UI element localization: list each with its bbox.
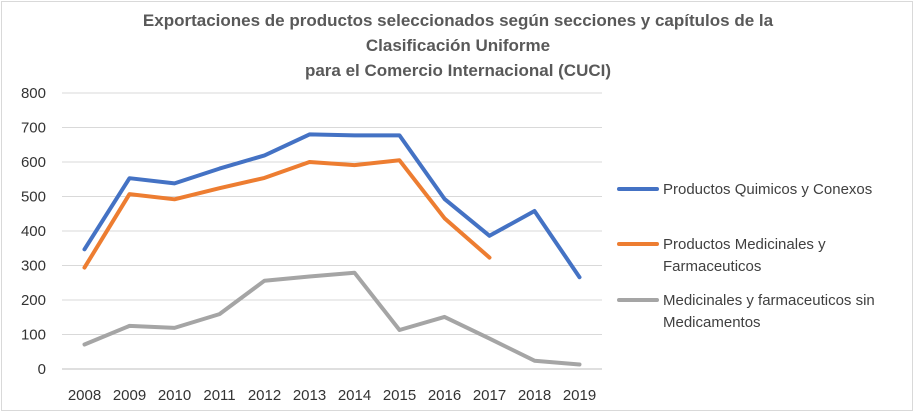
x-tick-label: 2018 [518,387,551,404]
chart-title-line-3: para el Comercio Internacional (CUCI) [305,61,611,80]
x-tick-label: 2008 [68,387,101,404]
legend: Productos Quimicos y Conexos Productos Me… [617,181,875,331]
x-tick-label: 2009 [113,387,146,404]
x-tick-label: 2011 [203,387,235,404]
y-tick-label: 600 [21,154,46,171]
y-tick-label: 100 [21,327,46,344]
chart-title-line-2: Clasificación Uniforme [366,36,550,55]
y-tick-label: 500 [21,189,46,206]
series-line-1 [82,132,582,280]
legend-label: Medicinales y farmaceuticos sin [663,292,875,309]
y-tick-label: 800 [21,85,46,102]
y-tick-label: 200 [21,292,46,309]
series-line-2 [82,158,492,270]
x-tick-label: 2015 [383,387,416,404]
legend-label: Productos Quimicos y Conexos [663,181,872,198]
y-axis-tick-labels: 0 100 200 300 400 500 600 700 800 [21,85,46,378]
legend-label: Productos Medicinales y [663,236,826,253]
legend-label: Medicamentos [663,314,761,331]
x-tick-label: 2016 [428,387,461,404]
x-tick-label: 2012 [248,387,281,404]
y-tick-label: 700 [21,120,46,137]
x-tick-label: 2019 [563,387,596,404]
x-tick-label: 2017 [473,387,506,404]
x-tick-label: 2013 [293,387,326,404]
legend-label: Farmaceuticos [663,258,761,275]
y-tick-label: 0 [38,361,46,378]
x-tick-label: 2010 [158,387,191,404]
y-tick-label: 400 [21,223,46,240]
chart-title: Exportaciones de productos seleccionados… [143,11,774,80]
series-line-3 [82,270,582,367]
series-lines [82,132,582,367]
x-tick-label: 2014 [338,387,371,404]
chart-title-line-1: Exportaciones de productos seleccionados… [143,11,774,30]
x-axis-tick-labels: 2008 2009 2010 2011 2012 2013 2014 2015 2016 2017… [68,387,596,404]
y-tick-label: 300 [21,258,46,275]
